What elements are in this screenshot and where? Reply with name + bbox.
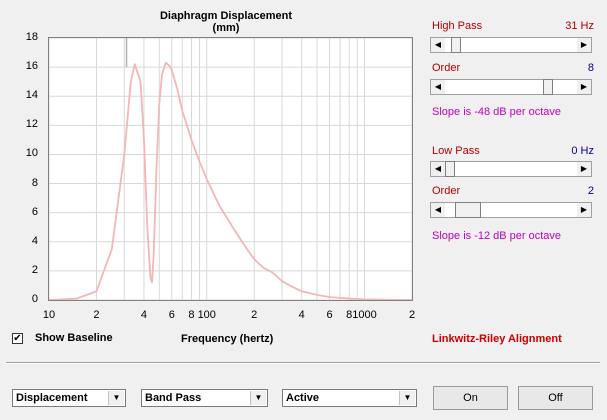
y-tick-label: 8: [31, 176, 38, 189]
separator: [6, 362, 600, 364]
slider-right-arrow-icon[interactable]: ▶: [577, 38, 591, 52]
high-pass-order-slider[interactable]: ◀ ▶: [430, 79, 592, 95]
low-pass-slider[interactable]: ◀ ▶: [430, 161, 592, 177]
slider-right-arrow-icon[interactable]: ▶: [577, 203, 591, 217]
y-tick-label: 4: [31, 234, 38, 247]
low-pass-slope-text: Slope is -12 dB per octave: [432, 230, 562, 242]
high-pass-slope-text: Slope is -48 dB per octave: [432, 106, 562, 118]
low-pass-label: Low Pass: [432, 145, 480, 157]
y-tick-label: 6: [31, 205, 38, 218]
chart-title: Diaphragm Displacement (mm): [159, 10, 293, 34]
x-tick-label: 2: [251, 309, 258, 321]
off-button[interactable]: Off: [518, 386, 593, 410]
high-pass-label: High Pass: [432, 20, 483, 32]
y-tick-label: 14: [25, 89, 38, 102]
displacement-plot: [48, 37, 413, 301]
chevron-down-icon[interactable]: ▼: [399, 391, 415, 405]
slider-left-arrow-icon[interactable]: ◀: [431, 38, 445, 52]
x-tick-label: 10: [42, 309, 56, 321]
x-tick-label: 2: [93, 309, 100, 321]
low-pass-order-label: Order: [432, 185, 461, 197]
show-baseline-checkbox[interactable]: ✔: [12, 333, 23, 344]
x-tick-label: 8: [346, 309, 353, 321]
x-tick-label: 100: [197, 309, 216, 321]
low-pass-order-thumb[interactable]: [455, 202, 481, 218]
chevron-down-icon[interactable]: ▼: [108, 391, 124, 405]
y-tick-label: 2: [31, 263, 38, 276]
x-tick-label: 8: [188, 309, 195, 321]
y-tick-label: 18: [25, 31, 38, 43]
x-tick-label: 2: [408, 309, 416, 321]
slider-left-arrow-icon[interactable]: ◀: [431, 80, 445, 94]
slider-left-arrow-icon[interactable]: ◀: [431, 162, 445, 176]
filter-dropdown-value: Band Pass: [145, 392, 202, 404]
high-pass-slider[interactable]: ◀ ▶: [430, 37, 592, 53]
chevron-down-icon[interactable]: ▼: [250, 391, 266, 405]
mode-dropdown-value: Displacement: [16, 392, 88, 404]
slider-right-arrow-icon[interactable]: ▶: [577, 80, 591, 94]
filter-dropdown[interactable]: Band Pass ▼: [141, 389, 268, 407]
mode-dropdown[interactable]: Displacement ▼: [12, 389, 126, 407]
high-pass-order-label: Order: [432, 62, 461, 74]
on-button[interactable]: On: [433, 386, 508, 410]
high-pass-slider-thumb[interactable]: [451, 37, 461, 53]
show-baseline-label: Show Baseline: [35, 332, 113, 344]
low-pass-order-value: 2: [587, 185, 594, 197]
x-tick-label: 1000: [352, 309, 377, 321]
y-tick-label: 12: [25, 118, 38, 131]
low-pass-value: 0 Hz: [571, 145, 594, 157]
x-axis-label: Frequency (hertz): [181, 333, 274, 345]
high-pass-order-value: 8: [587, 62, 594, 74]
high-pass-order-thumb[interactable]: [543, 79, 553, 95]
high-pass-value: 31 Hz: [565, 20, 594, 32]
low-pass-slider-thumb[interactable]: [445, 161, 455, 177]
slider-right-arrow-icon[interactable]: ▶: [577, 162, 591, 176]
displacement-curve: [48, 61, 413, 301]
x-tick-label: 6: [168, 309, 175, 321]
low-pass-order-slider[interactable]: ◀ ▶: [430, 202, 592, 218]
y-tick-label: 16: [25, 60, 38, 73]
slider-left-arrow-icon[interactable]: ◀: [431, 203, 445, 217]
type-dropdown[interactable]: Active ▼: [282, 389, 417, 407]
type-dropdown-value: Active: [286, 392, 320, 404]
check-icon: ✔: [13, 333, 22, 344]
x-tick-label: 4: [140, 309, 148, 321]
x-tick-label: 4: [298, 309, 305, 321]
x-tick-label: 6: [326, 309, 333, 321]
plot-area: [48, 37, 413, 301]
y-tick-label: 0: [31, 293, 38, 305]
y-tick-label: 10: [25, 147, 38, 160]
alignment-label: Linkwitz-Riley Alignment: [432, 333, 562, 345]
